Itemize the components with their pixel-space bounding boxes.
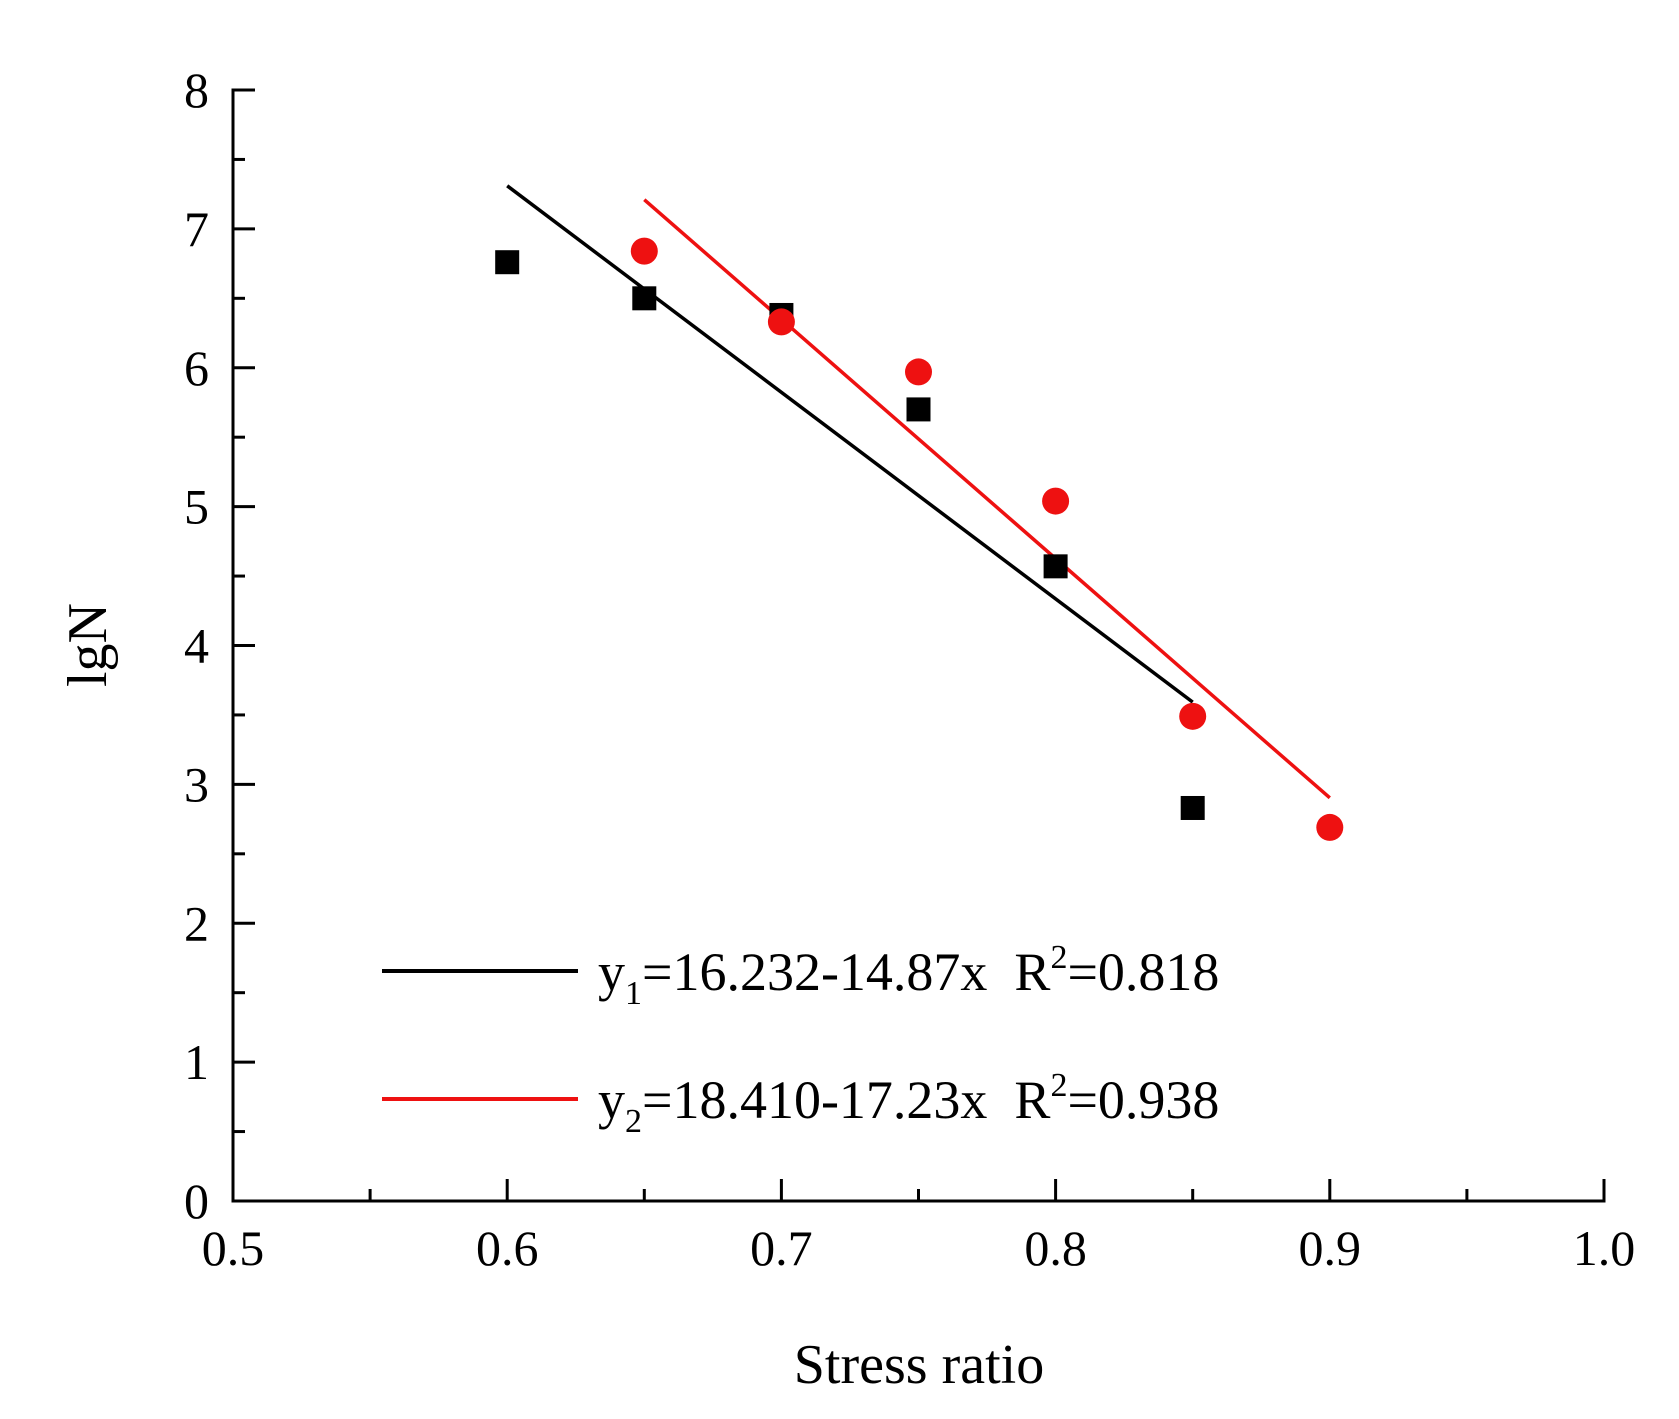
y2-point — [1042, 487, 1070, 515]
x-tick-label: 1.0 — [1573, 1220, 1636, 1276]
y1-legend-equation-rest: =16.232-14.87x R — [642, 942, 1050, 1002]
legend: y1=16.232-14.87x R2=0.818y2=18.410-17.23… — [382, 939, 1219, 1140]
y2-legend-equation: y2=18.410-17.23x R2=0.938 — [598, 1067, 1219, 1140]
y2-point — [630, 237, 658, 265]
y-tick-label: 7 — [184, 201, 209, 257]
y-tick-label: 4 — [184, 618, 209, 674]
y2-point — [1316, 813, 1344, 841]
y2-point — [767, 308, 795, 336]
axes: 0.5 0.6 0.7 0.8 0.9 1.0 0 1 2 3 4 5 6 7 8 — [184, 62, 1635, 1276]
y1-legend-r2-value: =0.818 — [1067, 942, 1219, 1002]
x-tick-label: 0.6 — [476, 1220, 539, 1276]
y-tick-label: 1 — [184, 1034, 209, 1090]
y2-point — [1179, 702, 1207, 730]
y1-legend-equation: y1=16.232-14.87x R2=0.818 — [598, 939, 1219, 1012]
y1-legend-r2-sup: 2 — [1050, 939, 1067, 976]
x-tick-label: 0.8 — [1024, 1220, 1087, 1276]
y2-legend-equation-sub: 2 — [625, 1103, 642, 1140]
x-tick-label: 0.9 — [1299, 1220, 1362, 1276]
x-axis-title: Stress ratio — [794, 1334, 1044, 1396]
y2-point — [905, 358, 932, 386]
y-tick-label: 5 — [184, 479, 209, 535]
y1-point — [1180, 795, 1205, 820]
y-axis-title: lgN — [57, 603, 119, 687]
x-tick-label: 0.7 — [750, 1220, 813, 1276]
y2-fit-line — [643, 198, 1331, 800]
fit-lines — [506, 184, 1331, 800]
y2-legend-r2-sup: 2 — [1050, 1067, 1067, 1104]
x-tick-label: 0.5 — [202, 1220, 265, 1276]
y1-legend-equation-sub: 1 — [625, 975, 642, 1012]
y-tick-label: 0 — [184, 1173, 209, 1229]
y2-legend-r2-value: =0.938 — [1067, 1070, 1219, 1130]
y1-point — [1043, 554, 1068, 579]
y-tick-label: 6 — [184, 340, 209, 396]
y1-point — [495, 250, 520, 275]
y-tick-label: 2 — [184, 895, 209, 951]
y-tick-label: 8 — [184, 62, 209, 118]
y1-fit-line — [506, 184, 1194, 704]
y2-legend-equation-rest: =18.410-17.23x R — [642, 1070, 1050, 1130]
y-tick-label: 3 — [184, 756, 209, 812]
y1-point — [906, 397, 931, 422]
y2-legend-equation-base: y — [598, 1070, 625, 1130]
y1-legend-equation-base: y — [598, 942, 625, 1002]
y1-point — [632, 286, 657, 311]
data-points — [495, 237, 1344, 841]
